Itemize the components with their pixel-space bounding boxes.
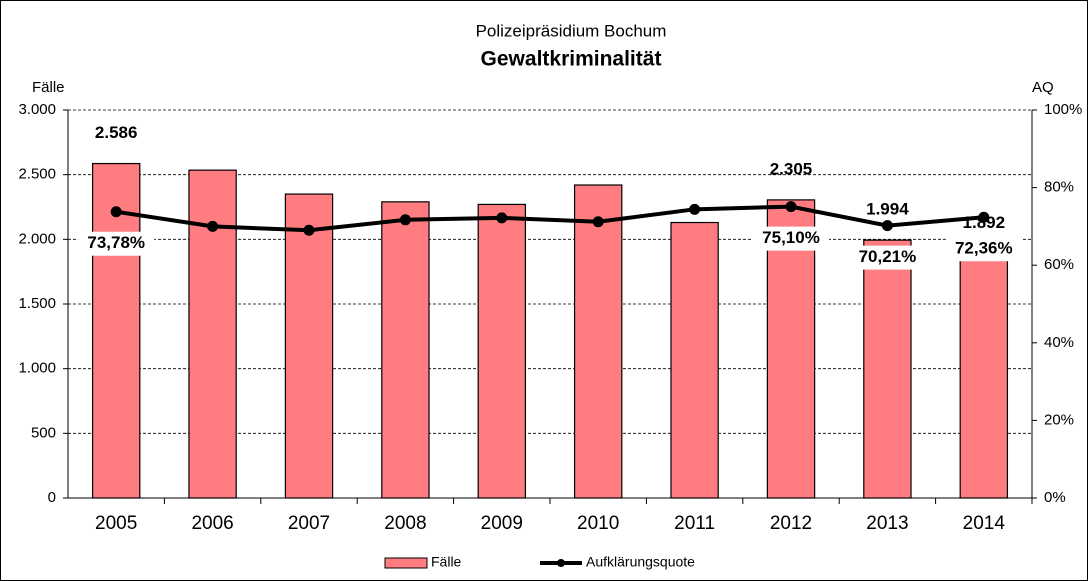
y-tick-label: 2.000 — [18, 230, 56, 247]
bar — [284, 193, 334, 499]
y-tick-label: 2.500 — [18, 166, 56, 183]
legend-label: Aufklärungsquote — [586, 554, 695, 570]
line-marker — [592, 216, 604, 228]
data-label: 2.586 — [95, 123, 138, 142]
x-tick-label: 2009 — [481, 513, 523, 534]
bar — [188, 169, 237, 499]
bar — [477, 203, 527, 499]
data-label-bg — [945, 237, 1022, 262]
data-label-bg — [78, 231, 155, 256]
x-tick-label: 2005 — [95, 513, 137, 534]
x-tick-label: 2012 — [770, 513, 812, 534]
y-tick-label: 1.500 — [18, 295, 56, 312]
data-label: 72,36% — [955, 239, 1013, 258]
legend-marker — [557, 559, 565, 567]
data-label: 75,10% — [762, 228, 820, 247]
line-marker — [110, 206, 122, 218]
data-label: 1.892 — [963, 213, 1006, 232]
line-marker — [689, 203, 701, 215]
data-label-bg — [849, 245, 926, 270]
x-tick-label: 2010 — [577, 513, 619, 534]
line-marker — [881, 220, 893, 232]
x-tick-label: 2008 — [384, 513, 426, 534]
x-tick-label: 2006 — [191, 513, 233, 534]
bar — [670, 221, 719, 499]
y2-tick-label: 0% — [1044, 489, 1066, 506]
line-marker — [978, 211, 990, 223]
y2-tick-label: 60% — [1044, 256, 1074, 273]
x-tick-label: 2013 — [866, 513, 908, 534]
x-tick-label: 2007 — [288, 513, 330, 534]
bar — [381, 201, 430, 499]
x-tick-label: 2014 — [963, 513, 1006, 534]
y-tick-label: 3.000 — [18, 101, 56, 118]
chart-title: Polizeipräsidium Bochum — [476, 21, 667, 40]
y-tick-label: 500 — [31, 424, 56, 441]
legend-swatch — [384, 557, 428, 569]
bar — [959, 252, 1009, 499]
line-marker — [303, 224, 315, 236]
line-marker — [496, 212, 508, 224]
data-label: 70,21% — [859, 247, 917, 266]
y2-tick-label: 20% — [1044, 411, 1074, 428]
line — [115, 204, 984, 233]
bar — [573, 184, 623, 499]
bar — [91, 162, 141, 499]
y2-tick-label: 40% — [1044, 334, 1074, 351]
data-label: 2.305 — [770, 159, 813, 178]
y2-tick-label: 100% — [1044, 101, 1082, 118]
y2-tick-label: 80% — [1044, 179, 1074, 196]
line-marker — [399, 214, 411, 226]
bar — [863, 239, 912, 499]
chart-subtitle: Gewaltkriminalität — [481, 48, 662, 71]
y-tick-label: 1.000 — [18, 360, 56, 377]
data-label: 1.994 — [866, 200, 909, 219]
data-label: 73,78% — [87, 233, 145, 252]
y-axis-label: Fälle — [32, 79, 65, 96]
line-marker — [207, 220, 219, 232]
y-tick-label: 0 — [48, 489, 56, 506]
legend-label: Fälle — [431, 554, 462, 570]
data-label-bg — [753, 226, 829, 251]
line-marker — [785, 201, 797, 213]
x-tick-label: 2011 — [674, 513, 715, 534]
y2-axis-label: AQ — [1032, 79, 1054, 96]
